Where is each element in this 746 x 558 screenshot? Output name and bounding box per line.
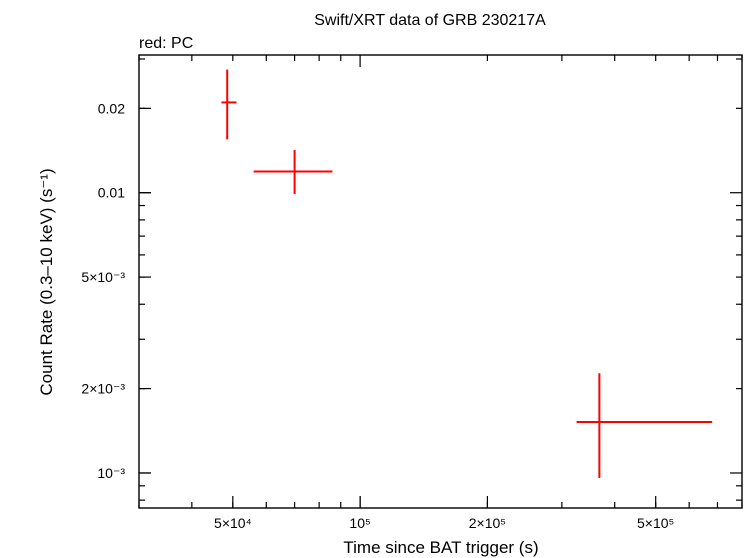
y-tick-label: 10⁻³ bbox=[97, 465, 125, 481]
x-tick-label: 2×10⁵ bbox=[469, 515, 506, 531]
chart-title: Swift/XRT data of GRB 230217A bbox=[314, 12, 546, 29]
data-point bbox=[221, 69, 237, 140]
y-tick-label: 2×10⁻³ bbox=[81, 381, 125, 397]
plot-frame bbox=[138, 54, 743, 509]
y-tick-label: 0.02 bbox=[98, 100, 125, 116]
data-point bbox=[576, 373, 713, 478]
x-axis-label: Time since BAT trigger (s) bbox=[343, 538, 538, 557]
y-tick-label: 5×10⁻³ bbox=[81, 269, 125, 285]
x-tick-label: 10⁵ bbox=[349, 515, 370, 531]
data-marks bbox=[221, 69, 713, 478]
axis-ticks: 5×10⁴ 10⁵ 2×10⁵ 5×10⁵ 10⁻³ 2×10⁻³ 5×10⁻³ 0.01 0.… bbox=[81, 55, 743, 531]
chart-subtitle: red: PC bbox=[139, 35, 193, 52]
x-tick-label: 5×10⁴ bbox=[214, 515, 252, 531]
y-axis-label: Count Rate (0.3–10 keV) (s⁻¹) bbox=[37, 168, 56, 395]
x-tick-label: 5×10⁵ bbox=[637, 515, 674, 531]
data-point bbox=[253, 150, 333, 194]
y-tick-label: 0.01 bbox=[98, 185, 125, 201]
